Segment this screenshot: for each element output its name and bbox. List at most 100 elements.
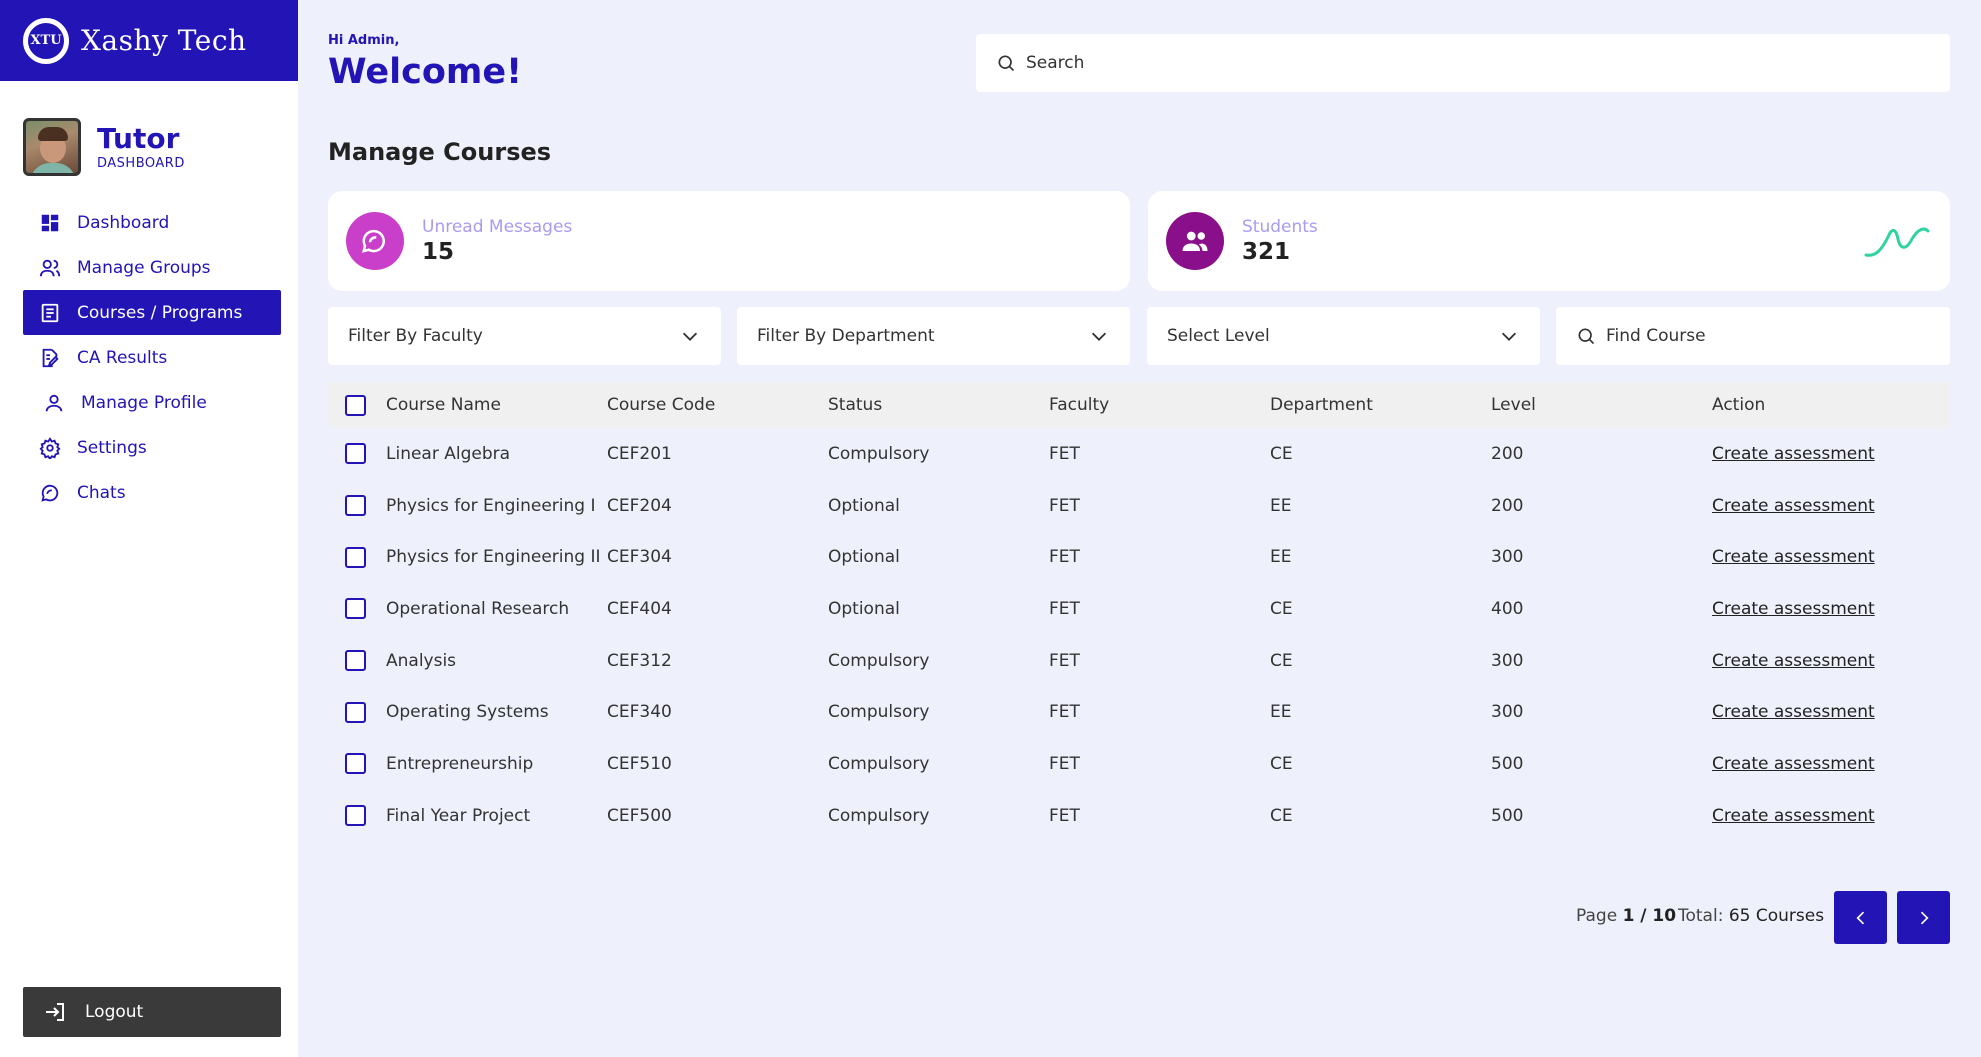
total-label: Total: xyxy=(1678,906,1724,926)
course-code-cell: CEF510 xyxy=(607,753,672,774)
faculty-cell: FET xyxy=(1049,753,1080,774)
search-input[interactable]: Search xyxy=(976,34,1950,92)
level-cell: 300 xyxy=(1491,650,1524,671)
department-filter-select[interactable]: Filter By Department xyxy=(737,307,1130,365)
row-checkbox[interactable] xyxy=(345,598,366,620)
row-checkbox[interactable] xyxy=(345,546,366,568)
row-checkbox[interactable] xyxy=(345,805,366,827)
level-cell: 500 xyxy=(1491,805,1524,826)
sidebar-item-settings[interactable]: Settings xyxy=(23,425,281,470)
sidebar-item-manage-profile[interactable]: Manage Profile xyxy=(23,380,281,425)
create-assessment-link[interactable]: Create assessment xyxy=(1712,702,1875,723)
search-icon xyxy=(998,55,1015,72)
previous-page-button[interactable] xyxy=(1834,891,1887,944)
course-code-cell: CEF201 xyxy=(607,443,672,464)
document-icon xyxy=(41,303,59,322)
department-cell: EE xyxy=(1270,702,1292,723)
group-icon xyxy=(1182,231,1208,251)
create-assessment-link[interactable]: Create assessment xyxy=(1712,650,1875,671)
page-label: Page xyxy=(1576,906,1618,926)
create-assessment-link[interactable]: Create assessment xyxy=(1712,495,1875,516)
students-card[interactable]: Students 321 xyxy=(1148,191,1950,291)
column-header[interactable]: Department xyxy=(1270,395,1373,415)
status-cell: Optional xyxy=(828,598,900,619)
sidebar-item-label: Dashboard xyxy=(77,212,170,233)
sidebar-item-chats[interactable]: Chats xyxy=(23,470,281,515)
profile-subtitle: DASHBOARD xyxy=(97,155,185,171)
column-header: Action xyxy=(1712,395,1766,415)
row-checkbox[interactable] xyxy=(345,443,366,465)
course-name-cell: Physics for Engineering I xyxy=(386,495,596,516)
trend-sparkline-icon xyxy=(1864,227,1930,257)
chevron-left-icon xyxy=(1855,911,1864,924)
column-header[interactable]: Faculty xyxy=(1049,395,1110,415)
status-cell: Compulsory xyxy=(828,650,930,671)
create-assessment-link[interactable]: Create assessment xyxy=(1712,805,1875,826)
sidebar-item-ca-results[interactable]: CA Results xyxy=(23,335,281,380)
chevron-down-icon xyxy=(682,332,698,341)
department-cell: CE xyxy=(1270,753,1293,774)
table-row: Physics for Engineering I CEF204 Optional F… xyxy=(328,480,1950,532)
greeting: Hi Admin, xyxy=(328,33,400,48)
total-value: 65 Courses xyxy=(1728,906,1825,926)
course-code-cell: CEF500 xyxy=(607,805,672,826)
table-row: Operating Systems CEF340 Compulsory FET EE 30… xyxy=(328,686,1950,738)
avatar[interactable] xyxy=(23,118,81,176)
university-logo[interactable]: XTU xyxy=(23,17,69,64)
profile-block: Tutor DASHBOARD xyxy=(23,118,185,176)
create-assessment-link[interactable]: Create assessment xyxy=(1712,547,1875,568)
column-header[interactable]: Course Name xyxy=(386,395,501,415)
chat-icon xyxy=(41,484,59,502)
row-checkbox[interactable] xyxy=(345,701,366,723)
sidebar-item-courses[interactable]: Courses / Programs xyxy=(23,290,281,335)
sidebar-item-label: Chats xyxy=(77,482,126,503)
search-placeholder: Search xyxy=(1026,53,1085,73)
sidebar-item-dashboard[interactable]: Dashboard xyxy=(23,200,281,245)
column-header[interactable]: Status xyxy=(828,395,883,415)
level-cell: 200 xyxy=(1491,443,1524,464)
course-code-cell: CEF304 xyxy=(607,547,672,568)
table-row: Physics for Engineering II CEF304 Optional… xyxy=(328,531,1950,583)
department-cell: EE xyxy=(1270,547,1292,568)
page-title: Manage Courses xyxy=(328,138,552,166)
sidebar-item-label: Manage Profile xyxy=(81,392,207,413)
dashboard-icon xyxy=(41,214,59,231)
table-row: Final Year Project CEF500 Compulsory FET CE 5… xyxy=(328,790,1950,842)
course-code-cell: CEF204 xyxy=(607,495,672,516)
sidebar-item-label: Manage Groups xyxy=(77,257,211,278)
course-name-cell: Entrepreneurship xyxy=(386,753,534,774)
welcome-heading: Welcome! xyxy=(328,52,523,92)
next-page-button[interactable] xyxy=(1897,891,1950,944)
row-checkbox[interactable] xyxy=(345,495,366,517)
level-cell: 500 xyxy=(1491,753,1524,774)
level-cell: 200 xyxy=(1491,495,1524,516)
course-name-cell: Physics for Engineering II xyxy=(386,547,601,568)
create-assessment-link[interactable]: Create assessment xyxy=(1712,753,1875,774)
table-row: Analysis CEF312 Compulsory FET CE 300 Create a… xyxy=(328,635,1950,687)
level-cell: 300 xyxy=(1491,547,1524,568)
column-header[interactable]: Course Code xyxy=(607,395,716,415)
sidebar-item-manage-groups[interactable]: Manage Groups xyxy=(23,245,281,290)
chevron-down-icon xyxy=(1501,332,1517,341)
sidebar-item-label: Courses / Programs xyxy=(77,302,243,323)
row-checkbox[interactable] xyxy=(345,650,366,672)
filter-label: Filter By Faculty xyxy=(348,326,483,346)
department-cell: CE xyxy=(1270,650,1293,671)
select-all-checkbox[interactable] xyxy=(345,394,366,416)
unread-messages-card[interactable]: Unread Messages 15 xyxy=(328,191,1130,291)
column-header[interactable]: Level xyxy=(1491,395,1536,415)
level-select[interactable]: Select Level xyxy=(1147,307,1540,365)
status-cell: Compulsory xyxy=(828,443,930,464)
find-course-input[interactable]: Find Course xyxy=(1556,307,1950,365)
table-body: Linear Algebra CEF201 Compulsory FET CE 200 Cr… xyxy=(328,428,1950,842)
search-icon xyxy=(1578,328,1595,345)
create-assessment-link[interactable]: Create assessment xyxy=(1712,598,1875,619)
row-checkbox[interactable] xyxy=(345,753,366,775)
faculty-filter-select[interactable]: Filter By Faculty xyxy=(328,307,721,365)
status-cell: Compulsory xyxy=(828,805,930,826)
course-code-cell: CEF340 xyxy=(607,702,672,723)
chat-bubbles-icon xyxy=(362,229,385,253)
sidebar-nav: Dashboard Manage Groups Courses / Progra… xyxy=(23,200,281,515)
create-assessment-link[interactable]: Create assessment xyxy=(1712,443,1875,464)
logout-button[interactable]: Logout xyxy=(23,987,281,1037)
